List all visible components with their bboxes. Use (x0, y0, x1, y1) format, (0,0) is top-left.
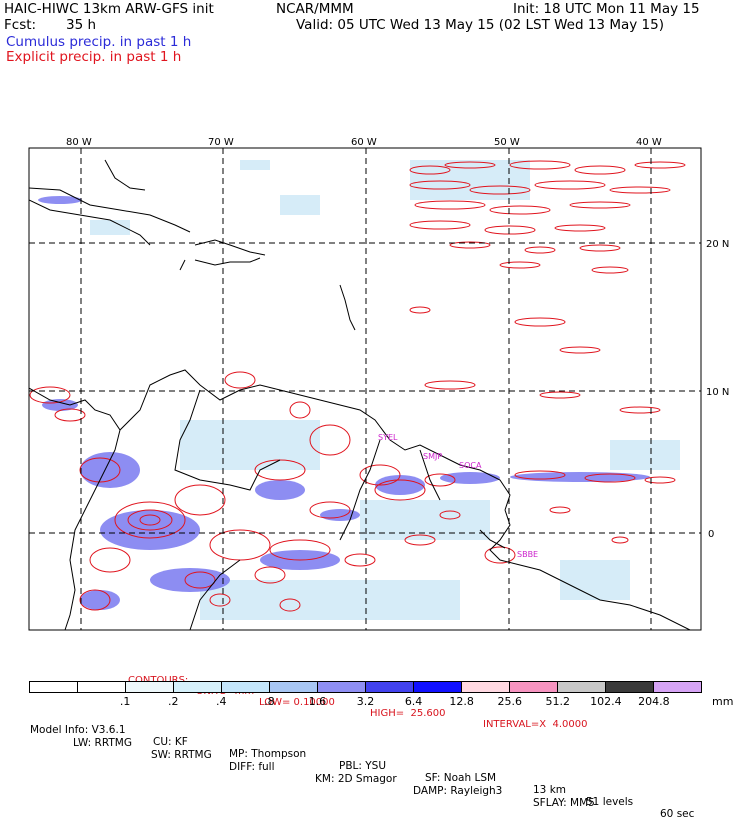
colorbar-cell (318, 682, 366, 692)
longitude-labels: 80 W 70 W 60 W 50 W 40 W 20 N 10 N 0 (66, 137, 729, 540)
lat-label-20n: 20 N (706, 239, 729, 250)
explicit-legend: Explicit precip. in past 1 h (6, 49, 182, 65)
lon-label-60w: 60 W (351, 137, 377, 148)
colorbar-tick-label: 12.8 (449, 695, 474, 708)
contours-low: LOW= 0.10000 (259, 697, 335, 708)
colorbar-cell (78, 682, 126, 692)
organization: NCAR/MMM (276, 1, 354, 17)
shortwave-scheme: SW: RRTMG (151, 749, 212, 761)
colorbar-tick-label: 3.2 (356, 695, 375, 708)
colorbar-unit: mm (712, 695, 734, 708)
forecast-label: Fcst: (4, 17, 37, 33)
model-title: HAIC-HIWC 13km ARW-GFS init (4, 1, 214, 17)
colorbar-cell (126, 682, 174, 692)
km-option: KM: 2D Smagor (315, 773, 397, 785)
colorbar-cell (270, 682, 318, 692)
cumulus-light-area (90, 160, 680, 620)
diffusion-option: DIFF: full (229, 761, 275, 773)
cumulus-scheme: CU: KF (153, 736, 188, 748)
lon-label-70w: 70 W (208, 137, 234, 148)
station-soca: SOCA (459, 461, 482, 470)
colorbar-tick-label: 1.6 (308, 695, 327, 708)
forecast-hour: 35 h (66, 17, 97, 33)
pbl-scheme: PBL: YSU (339, 760, 387, 772)
valid-time: Valid: 05 UTC Wed 13 May 15 (02 LST Wed … (296, 17, 664, 33)
colorbar-tick-label: .1 (119, 695, 131, 708)
station-syel: SYEL (378, 433, 398, 442)
colorbar-tick-label: .2 (167, 695, 179, 708)
lat-label-0: 0 (708, 529, 714, 540)
microphysics-scheme: MP: Thompson (229, 748, 307, 760)
colorbar-tick-label: 204.8 (638, 695, 670, 708)
colorbar-cell (414, 682, 462, 692)
damping-option: DAMP: Rayleigh3 (413, 785, 503, 797)
init-time: Init: 18 UTC Mon 11 May 15 (513, 1, 700, 17)
cumulus-legend: Cumulus precip. in past 1 h (6, 34, 192, 50)
station-sbbe: SBBE (517, 550, 538, 559)
graticule (29, 148, 701, 630)
contours-interval: INTERVAL=X 4.0000 (483, 719, 588, 730)
lon-label-80w: 80 W (66, 137, 92, 148)
colorbar-cell (174, 682, 222, 692)
coastlines (29, 159, 701, 630)
colorbar-tick-label: 6.4 (404, 695, 423, 708)
timestep: 60 sec (660, 808, 695, 820)
lon-label-50w: 50 W (494, 137, 520, 148)
lat-label-10n: 10 N (706, 387, 729, 398)
colorbar-tick-label: .4 (216, 695, 227, 708)
model-info-line2: LW: RRTMG SW: RRTMG DIFF: full KM: 2D Sm… (33, 725, 595, 809)
colorbar-cell (654, 682, 701, 692)
precipitation-map: 80 W 70 W 60 W 50 W 40 W 20 N 10 N 0 SYE… (28, 137, 729, 631)
colorbar-cell (606, 682, 654, 692)
colorbar (29, 681, 702, 693)
explicit-precip-contours (29, 160, 686, 612)
surface-scheme: SF: Noah LSM (425, 772, 497, 784)
colorbar-cell (462, 682, 510, 692)
map-frame (28, 147, 702, 631)
station-smjp: SMJP (423, 452, 442, 461)
model-version: Model Info: V3.6.1 (30, 724, 126, 736)
lon-label-40w: 40 W (636, 137, 662, 148)
contours-label: CONTOURS: (128, 675, 189, 686)
grid-resolution: 13 km (533, 784, 567, 796)
colorbar-cell (366, 682, 414, 692)
longwave-scheme: LW: RRTMG (73, 737, 132, 749)
contours-high: HIGH= 25.600 (370, 708, 446, 719)
surface-layer-option: SFLAY: MM5 (533, 797, 595, 809)
colorbar-tick-label: .8 (264, 695, 275, 708)
colorbar-cell (222, 682, 270, 692)
colorbar-cell (558, 682, 606, 692)
station-labels: SYEL SMJP SOCA SBBE (378, 433, 538, 559)
colorbar-cell (30, 682, 78, 692)
colorbar-tick-label: 102.4 (590, 695, 622, 708)
colorbar-tick-label: 25.6 (497, 695, 522, 708)
colorbar-tick-label: 51.2 (545, 695, 571, 708)
colorbar-cell (510, 682, 558, 692)
